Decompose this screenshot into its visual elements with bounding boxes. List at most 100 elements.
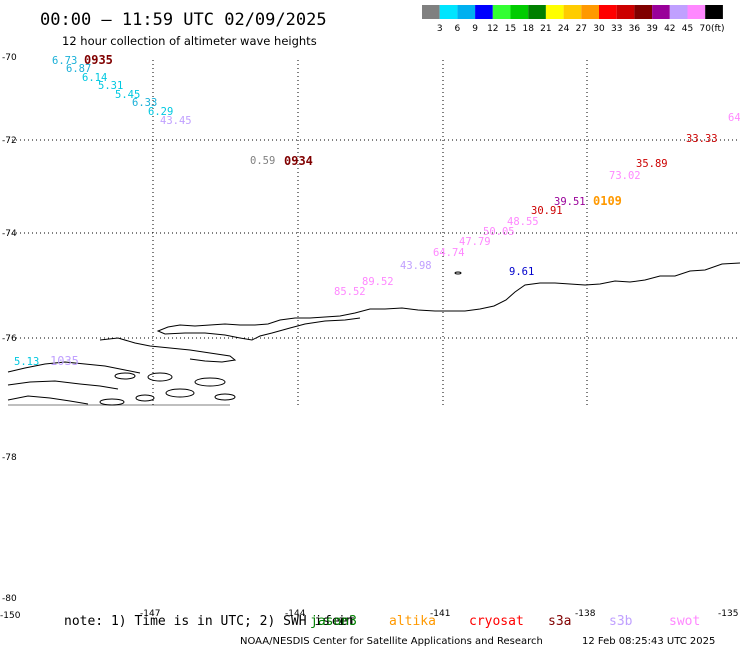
- legend-swatch: [634, 5, 653, 19]
- map-subtitle: 12 hour collection of altimeter wave hei…: [62, 34, 317, 48]
- legend-swatch: [669, 5, 688, 19]
- island-outline: [214, 393, 236, 401]
- legend-swatch: [422, 5, 440, 19]
- legend-label: 30: [593, 24, 605, 34]
- wave-value: 5.13: [14, 356, 39, 368]
- satellite-name: s3b: [609, 614, 633, 629]
- legend-label: 45: [682, 24, 693, 34]
- pass-time: 1035: [50, 354, 79, 368]
- wave-value: 9.61: [509, 266, 534, 278]
- wave-value: 47.79: [459, 236, 491, 248]
- wave-value: 43.98: [400, 260, 432, 272]
- legend-label: 70: [699, 24, 711, 34]
- wave-value: 6.29: [148, 106, 173, 118]
- wave-value: 64.74: [433, 247, 465, 259]
- island-outline: [454, 271, 462, 275]
- legend-label: 9: [472, 24, 478, 34]
- island-outline: [147, 372, 173, 382]
- legend-swatch: [705, 5, 723, 19]
- legend-swatch: [492, 5, 511, 19]
- legend-label: 36: [629, 24, 641, 34]
- wave-value: 5.45: [115, 89, 140, 101]
- coastline: [7, 262, 740, 406]
- wave-value: 64: [728, 112, 740, 124]
- legend-label: 33: [611, 24, 622, 34]
- pass-time: 0109: [593, 194, 622, 208]
- lon-label: -135: [718, 609, 738, 619]
- coast-segment: [7, 395, 89, 405]
- wave-value: 30.91: [531, 205, 563, 217]
- legend-swatch: [616, 5, 635, 19]
- lat-label: -74: [2, 229, 17, 239]
- satellite-name: altika: [389, 614, 436, 629]
- wave-value: 6.73: [52, 55, 77, 67]
- lat-label: -80: [2, 594, 17, 604]
- wave-value: 85.52: [334, 286, 366, 298]
- coast-segment: [99, 337, 237, 363]
- pass-time: 0934: [284, 154, 313, 168]
- lat-label: -70: [2, 53, 17, 63]
- legend-label: 24: [558, 24, 570, 34]
- legend-swatch: [563, 5, 582, 19]
- footnote-overlap: feet: [324, 614, 355, 629]
- island-outline: [99, 398, 125, 406]
- legend-swatch: [599, 5, 617, 19]
- island-outline: [114, 372, 136, 380]
- lon-label: -141: [430, 609, 450, 619]
- legend-label: 18: [522, 24, 534, 34]
- satellite-name: s3a: [548, 614, 571, 629]
- legend-swatch: [652, 5, 670, 19]
- lat-label: -78: [2, 453, 17, 463]
- timestamp: 12 Feb 08:25:43 UTC 2025: [582, 636, 715, 647]
- coast-segment: [7, 361, 141, 374]
- legend-swatch: [545, 5, 564, 19]
- coast-segment: [7, 380, 119, 390]
- wave-value: 5.31: [98, 80, 123, 92]
- legend-swatch: [439, 5, 458, 19]
- lon-label: -144: [285, 609, 306, 619]
- legend-swatch: [581, 5, 599, 19]
- legend-swatch: [528, 5, 546, 19]
- wave-value: 33.33: [686, 133, 718, 145]
- legend-label: 21: [540, 24, 551, 34]
- wave-value: 43.45: [160, 115, 192, 127]
- credit-line: NOAA/NESDIS Center for Satellite Applica…: [240, 636, 543, 647]
- graticule: [8, 60, 740, 405]
- wave-value: 6.87: [66, 63, 91, 75]
- wave-value: 89.52: [362, 276, 394, 288]
- wave-height-labels: 6.73 6.87 6.14 5.31 5.45 6.33 6.29 43.45…: [14, 55, 740, 368]
- legend-label: 12: [487, 24, 498, 34]
- satellite-legend: jason3 altika cryosat s3a s3b swot: [310, 614, 700, 629]
- wave-value: 73.02: [609, 170, 641, 182]
- lat-label: -72: [2, 136, 17, 146]
- lat-label: -76: [2, 334, 17, 344]
- satellite-name: jason3: [310, 614, 357, 629]
- map-title: 00:00 – 11:59 UTC 02/09/2025: [40, 10, 327, 30]
- footnote-text: note: 1) Time is in UTC; 2) SWH is in: [64, 614, 354, 629]
- island-outline: [194, 377, 226, 387]
- wave-value: 50.05: [483, 226, 515, 238]
- lon-label: -138: [575, 609, 596, 619]
- color-legend: 3 6 9 12 15 18 21 24 27 30 33 36 39 42 45 70: [422, 5, 723, 34]
- lon-label: -150: [0, 611, 21, 621]
- legend-swatch: [475, 5, 493, 19]
- pass-time: 0935: [84, 53, 113, 67]
- legend-label: 39: [646, 24, 658, 34]
- legend-label: 6: [455, 24, 461, 34]
- legend-swatch: [457, 5, 476, 19]
- island-outline: [165, 388, 195, 398]
- wave-value: 6.33: [132, 97, 157, 109]
- island-outline: [135, 394, 155, 402]
- satellite-name: cryosat: [469, 614, 524, 629]
- legend-swatch: [510, 5, 529, 19]
- legend-label: 27: [576, 24, 587, 34]
- legend-label: 15: [505, 24, 516, 34]
- wave-value: 0.59: [250, 155, 275, 167]
- pass-time-labels: 0935 0934 0109 1035: [50, 53, 622, 368]
- wave-value: 6.14: [82, 72, 107, 84]
- legend-unit: (ft): [711, 24, 725, 34]
- ice-shelf-edge: [156, 262, 740, 341]
- satellite-name: swot: [669, 614, 700, 629]
